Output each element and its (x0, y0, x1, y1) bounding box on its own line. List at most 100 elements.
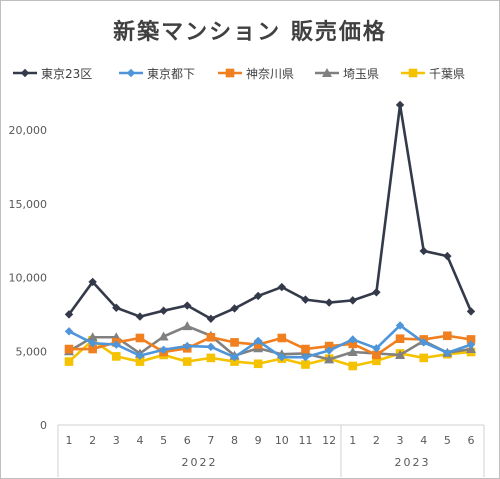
data-point (230, 338, 239, 347)
x-tick-label: 2 (89, 434, 96, 447)
legend-point (225, 68, 235, 78)
legend-label-3: 埼玉県 (343, 66, 380, 81)
data-point (253, 291, 263, 301)
data-point (301, 344, 310, 354)
legend-point (322, 68, 332, 77)
data-point (206, 332, 216, 342)
data-point (159, 306, 168, 315)
data-point (372, 288, 381, 297)
series-line (68, 324, 472, 361)
data-point (348, 296, 357, 305)
data-point (135, 357, 145, 366)
data-point (87, 332, 98, 342)
legend-marker-0 (13, 68, 37, 78)
legend-item-2: 神奈川県 (217, 64, 294, 82)
data-point (206, 342, 216, 352)
data-point (112, 340, 121, 349)
data-point (277, 282, 287, 292)
data-point (112, 303, 121, 312)
data-point (301, 295, 310, 304)
data-point (64, 344, 74, 354)
data-point (88, 277, 97, 287)
data-point (395, 349, 406, 359)
x-tick-label: 6 (468, 434, 475, 447)
chart-legend: 東京23区 東京都下 神奈川県 埼玉県 千葉県 (0, 64, 500, 82)
data-point (324, 341, 334, 351)
legend-item-3: 埼玉県 (314, 64, 379, 82)
data-point (182, 321, 193, 331)
data-point (206, 353, 216, 363)
data-point (466, 307, 476, 316)
data-point (372, 356, 381, 366)
legend-point (20, 68, 30, 78)
data-point (443, 251, 452, 261)
x-tick-label: 10 (275, 434, 289, 447)
data-point (443, 348, 452, 357)
data-point (111, 352, 121, 361)
data-point (64, 327, 74, 336)
data-point (277, 352, 287, 362)
x-tick-label: 9 (255, 434, 262, 447)
legend-item-0: 東京23区 (12, 64, 92, 82)
x-year-label: 2023 (394, 456, 430, 469)
x-tick-label: 6 (184, 434, 191, 447)
series-line (67, 103, 473, 321)
data-point (182, 357, 192, 366)
data-point (348, 361, 358, 371)
x-tick-label: 5 (444, 434, 451, 447)
data-point (206, 314, 216, 323)
chart-title: 新築マンション 販売価格 (113, 20, 387, 45)
series-line (68, 324, 472, 359)
legend-marker-2 (218, 68, 242, 78)
x-tick-label: 7 (207, 434, 214, 447)
x-tick-label: 11 (298, 434, 312, 447)
legend-label-2: 神奈川県 (246, 66, 295, 81)
y-tick-label: 15,000 (9, 198, 48, 211)
data-point (253, 336, 263, 346)
data-point (301, 352, 310, 362)
x-year-label: 2022 (181, 456, 217, 469)
data-point (64, 310, 74, 319)
data-point (324, 298, 334, 307)
x-tick-label: 1 (66, 434, 73, 447)
data-point (466, 335, 476, 344)
data-point (324, 354, 335, 364)
data-point (135, 333, 145, 343)
legend-marker-1 (119, 68, 143, 78)
y-tick-label: 0 (40, 419, 47, 432)
data-point (301, 360, 310, 369)
y-tick-label: 20,000 (9, 124, 48, 137)
data-point (183, 341, 192, 351)
data-point (277, 333, 287, 343)
legend-label-0: 東京23区 (41, 66, 93, 81)
data-point (88, 344, 97, 354)
data-point (230, 304, 239, 313)
data-point (395, 321, 405, 330)
data-point (419, 338, 428, 347)
data-point (88, 338, 97, 348)
x-tick-label: 8 (231, 434, 238, 447)
x-tick-label: 12 (322, 434, 336, 447)
legend-marker-4 (401, 68, 425, 78)
x-tick-label: 3 (113, 434, 120, 447)
legend-item-4: 千葉県 (400, 64, 465, 82)
series-line (68, 338, 472, 368)
legend-point (408, 68, 418, 78)
legend-marker-3 (315, 68, 339, 77)
data-point (372, 344, 381, 353)
x-tick-label: 1 (349, 434, 356, 447)
data-point (324, 346, 334, 355)
series-0 (64, 100, 476, 323)
data-point (183, 301, 192, 310)
data-point (443, 331, 452, 341)
x-tick-label: 2 (373, 434, 380, 447)
x-tick-label: 4 (420, 434, 427, 447)
series-1 (64, 321, 476, 362)
data-point (372, 350, 381, 360)
data-point (466, 340, 476, 349)
data-point (419, 246, 428, 256)
y-tick-label: 10,000 (9, 272, 48, 285)
data-point (348, 335, 357, 344)
data-point (419, 353, 429, 363)
